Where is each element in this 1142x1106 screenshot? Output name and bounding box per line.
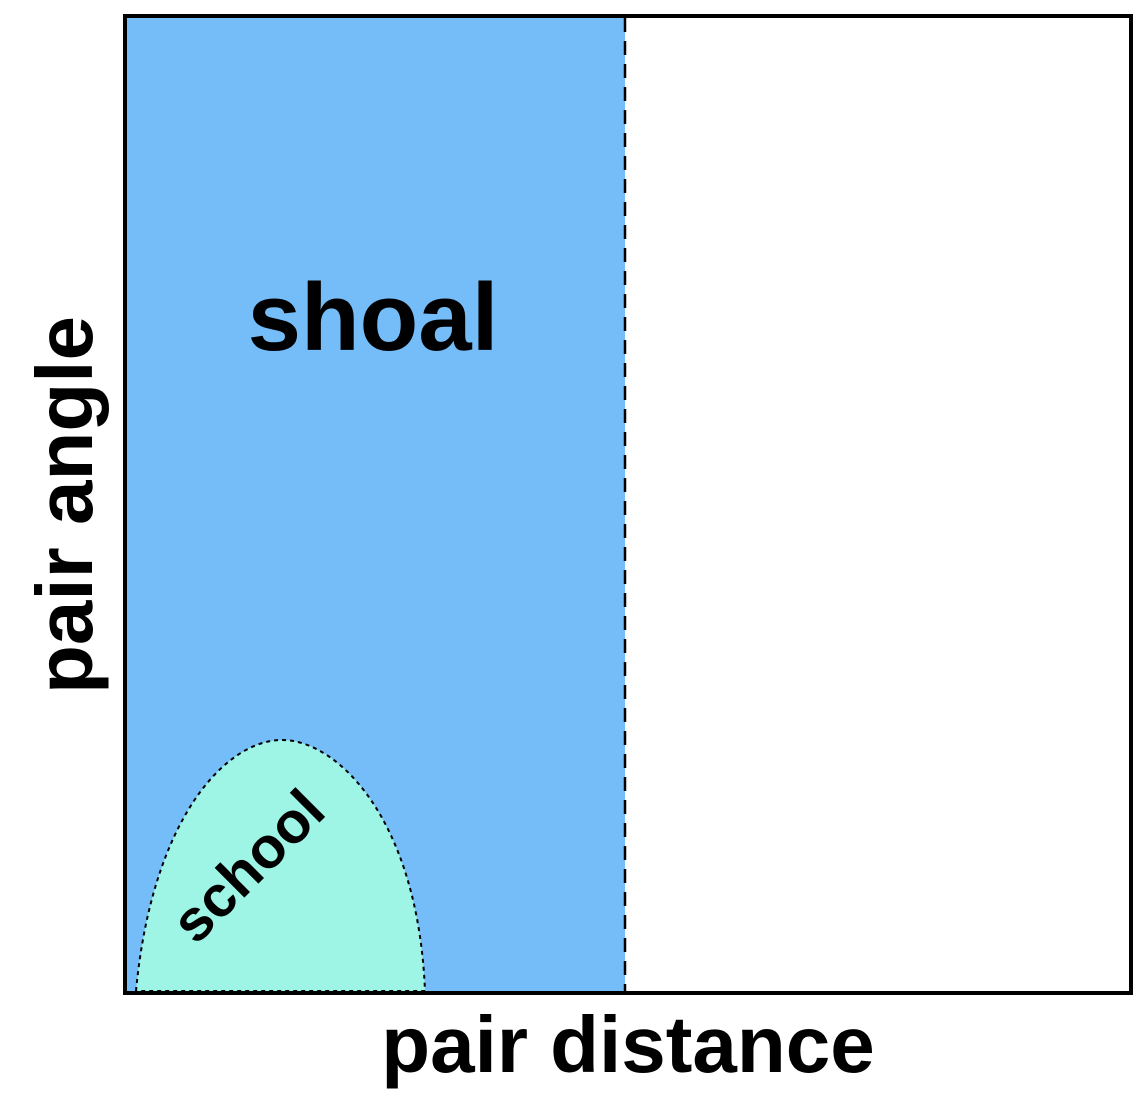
shoal-label: shoal xyxy=(248,264,499,371)
school-region xyxy=(134,738,427,992)
plot-frame xyxy=(123,14,1133,995)
x-axis-label: pair distance xyxy=(381,1000,875,1089)
y-axis-label: pair angle xyxy=(20,316,109,694)
